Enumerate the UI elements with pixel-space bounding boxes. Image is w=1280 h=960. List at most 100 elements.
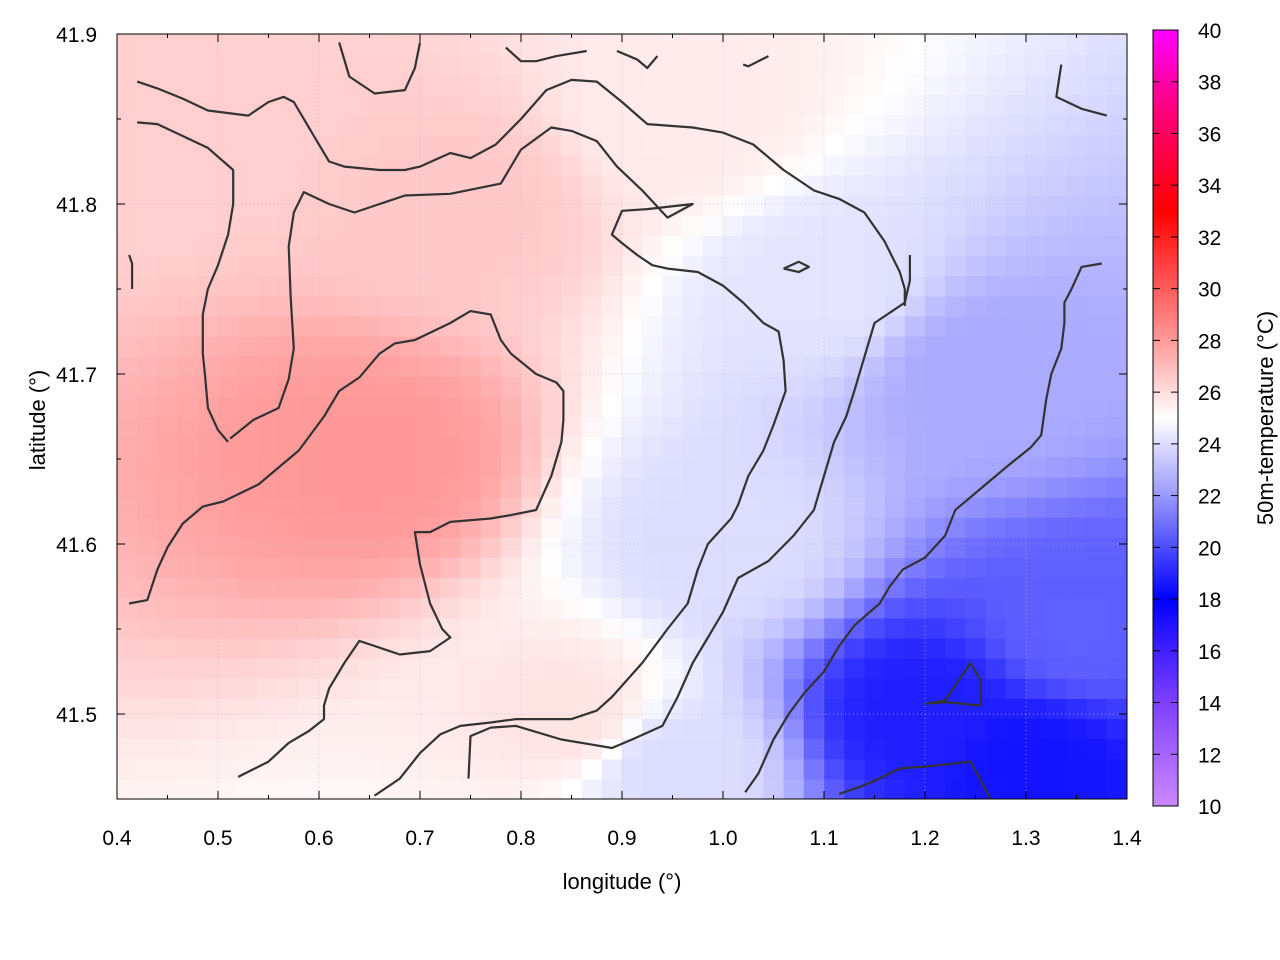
heatmap-cell	[1026, 537, 1047, 559]
heatmap-cell	[480, 517, 502, 538]
heatmap-cell	[440, 658, 461, 679]
heatmap-cell	[420, 698, 441, 720]
heatmap-cell	[864, 255, 886, 277]
heatmap-cell	[117, 416, 138, 438]
heatmap-cell	[218, 54, 239, 75]
heatmap-cell	[399, 537, 421, 559]
heatmap-cell	[622, 637, 643, 659]
heatmap-cell	[238, 396, 259, 418]
heatmap-cell	[702, 778, 724, 799]
heatmap-cell	[1026, 74, 1047, 95]
heatmap-cell	[561, 34, 583, 55]
heatmap-cell	[218, 537, 239, 559]
heatmap-cell	[278, 396, 300, 418]
heatmap-cell	[763, 54, 785, 75]
heatmap-cell	[682, 315, 704, 337]
heatmap-cell	[218, 315, 239, 337]
heatmap-cell	[1106, 738, 1127, 760]
heatmap-cell	[218, 215, 239, 236]
heatmap-cell	[460, 678, 482, 699]
heatmap-cell	[420, 436, 441, 458]
heatmap-cell	[642, 195, 663, 216]
heatmap-cell	[117, 778, 138, 799]
heatmap-cell	[157, 134, 179, 156]
heatmap-cell	[218, 517, 239, 538]
heatmap-cell	[339, 597, 360, 619]
heatmap-cell	[440, 617, 461, 639]
heatmap-cell	[965, 335, 987, 357]
heatmap-cell	[480, 537, 502, 559]
heatmap-cell	[298, 154, 320, 176]
heatmap-cell	[137, 34, 158, 55]
heatmap-cell	[864, 537, 886, 559]
heatmap-cell	[137, 295, 158, 317]
heatmap-cell	[460, 436, 482, 458]
heatmap-cell	[238, 637, 259, 659]
heatmap-cell	[864, 758, 886, 780]
heatmap-cell	[298, 356, 320, 377]
heatmap-cell	[904, 54, 926, 75]
heatmap-cell	[723, 436, 744, 458]
heatmap-cell	[500, 637, 522, 659]
heatmap-cell	[319, 275, 340, 297]
heatmap-cell	[278, 356, 300, 377]
heatmap-cell	[925, 718, 946, 740]
heatmap-cell	[702, 718, 724, 740]
heatmap-cell	[218, 678, 239, 699]
heatmap-cell	[258, 215, 280, 236]
heatmap-cell	[197, 617, 219, 639]
heatmap-cell	[177, 275, 199, 297]
heatmap-cell	[197, 436, 219, 458]
heatmap-cell	[1046, 154, 1067, 176]
heatmap-cell	[1046, 174, 1067, 196]
heatmap-cell	[1066, 658, 1088, 679]
heatmap-cell	[1066, 356, 1088, 377]
heatmap-cell	[783, 617, 805, 639]
heatmap-cell	[1046, 416, 1067, 438]
heatmap-cell	[561, 758, 583, 780]
heatmap-cell	[278, 94, 300, 116]
heatmap-cell	[298, 517, 320, 538]
heatmap-cell	[601, 94, 623, 116]
heatmap-cell	[682, 557, 704, 579]
heatmap-cell	[298, 597, 320, 619]
heatmap-cell	[440, 54, 461, 75]
heatmap-cell	[622, 396, 643, 418]
heatmap-cell	[601, 758, 623, 780]
heatmap-cell	[622, 74, 643, 95]
heatmap-cell	[541, 275, 562, 297]
heatmap-cell	[884, 94, 906, 116]
heatmap-cell	[965, 617, 987, 639]
heatmap-cell	[258, 94, 280, 116]
heatmap-cell	[541, 476, 562, 498]
heatmap-cell	[783, 416, 805, 438]
heatmap-cell	[197, 557, 219, 579]
heatmap-cell	[945, 34, 966, 55]
heatmap-cell	[803, 557, 825, 579]
heatmap-cell	[622, 174, 643, 196]
heatmap-cell	[399, 134, 421, 156]
heatmap-cell	[278, 577, 300, 599]
heatmap-cell	[1005, 356, 1027, 377]
heatmap-cell	[1066, 778, 1088, 799]
heatmap-cell	[622, 114, 643, 136]
heatmap-cell	[723, 114, 744, 136]
heatmap-cell	[702, 637, 724, 659]
heatmap-cell	[460, 74, 482, 95]
colorbar-tick-label: 38	[1198, 72, 1221, 95]
heatmap-cell	[601, 396, 623, 418]
heatmap-cell	[177, 315, 199, 337]
heatmap-cell	[278, 315, 300, 337]
heatmap-cell	[601, 778, 623, 799]
heatmap-cell	[298, 637, 320, 659]
heatmap-cell	[541, 315, 562, 337]
heatmap-cell	[440, 255, 461, 277]
heatmap-cell	[682, 517, 704, 538]
heatmap-cell	[581, 255, 603, 277]
heatmap-cell	[884, 537, 906, 559]
heatmap-cell	[379, 436, 401, 458]
heatmap-cell	[723, 255, 744, 277]
heatmap-cell	[521, 778, 542, 799]
heatmap-cell	[904, 396, 926, 418]
